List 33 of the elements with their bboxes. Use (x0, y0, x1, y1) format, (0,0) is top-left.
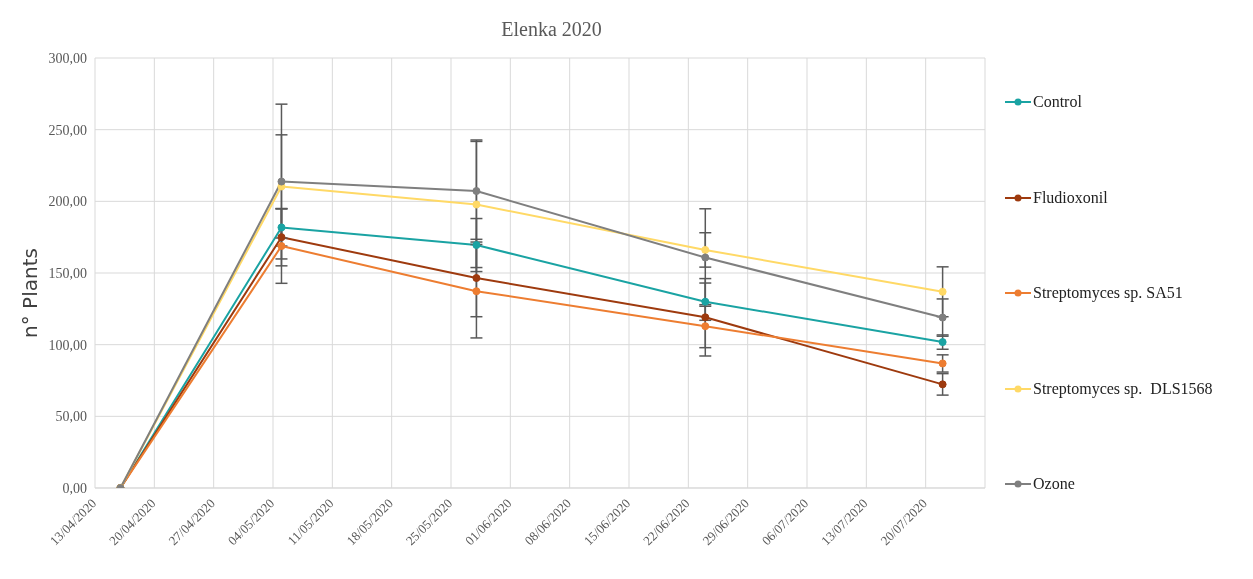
y-tick-label: 100,00 (48, 337, 87, 353)
legend-label: Ozone (1033, 475, 1075, 493)
point (472, 274, 481, 283)
y-tick-label: 200,00 (48, 194, 87, 210)
y-tick-label: 150,00 (48, 265, 87, 281)
point (938, 287, 947, 296)
legend-label: Fludioxonil (1033, 188, 1108, 207)
point (277, 233, 286, 242)
legend-label: Streptomyces sp. SA51 (1033, 284, 1183, 302)
point (701, 313, 710, 322)
point (472, 287, 481, 296)
legend-label: Streptomyces sp. DLS1568 (1033, 379, 1213, 398)
point (277, 223, 286, 232)
chart-title: Elenka 2020 (500, 18, 603, 41)
point (472, 241, 481, 250)
legend-label: Control (1033, 93, 1082, 111)
point (701, 297, 710, 306)
y-tick-label: 50,00 (55, 409, 87, 425)
point (701, 322, 710, 331)
y-axis-title: n° Plants (18, 248, 42, 338)
point (472, 200, 481, 209)
y-tick-label: 300,00 (48, 50, 87, 66)
point (938, 338, 947, 347)
point (277, 242, 286, 251)
point (701, 245, 710, 254)
y-tick-label: 0,00 (62, 480, 87, 496)
point (701, 253, 710, 262)
point (277, 177, 286, 186)
y-tick-label: 250,00 (48, 122, 87, 138)
point (938, 380, 947, 389)
point (938, 313, 947, 322)
point (938, 359, 947, 368)
point (472, 187, 481, 196)
